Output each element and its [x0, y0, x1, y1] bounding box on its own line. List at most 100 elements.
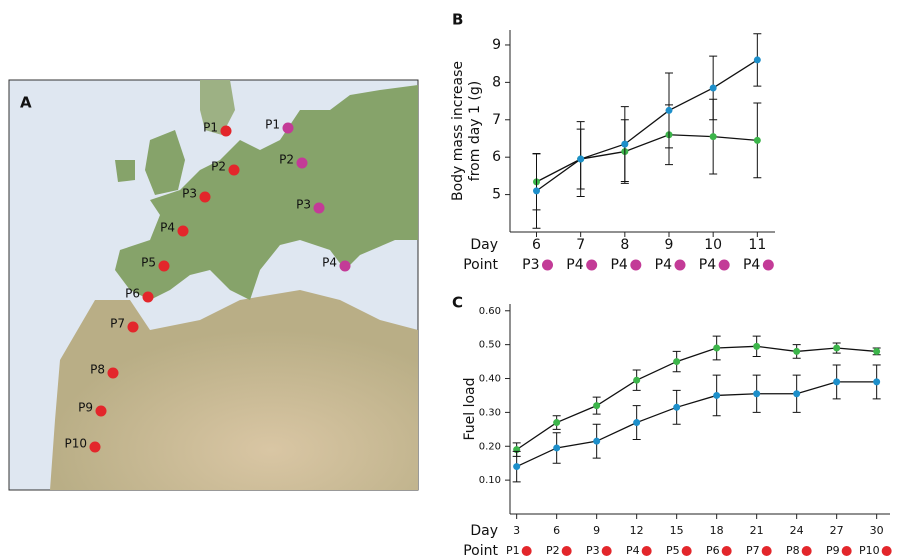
series-line [517, 382, 877, 467]
map-point-label: P4 [160, 221, 175, 235]
point-label: P4 [626, 544, 640, 557]
y-tick-label: 0.30 [479, 407, 501, 418]
data-point [833, 345, 840, 352]
map-point-label: P9 [78, 401, 93, 415]
point-dot [630, 260, 641, 271]
point-label: P10 [859, 544, 880, 557]
map-point-label: P6 [125, 287, 140, 301]
panel-label: A [20, 94, 32, 112]
y-tick-label: 0.60 [479, 306, 501, 317]
point-dot [719, 260, 730, 271]
map-point-label: P8 [90, 363, 105, 377]
map-point [314, 203, 325, 214]
point-label: P3 [522, 257, 539, 273]
y-tick-label: 0.50 [479, 340, 501, 351]
point-label: P3 [586, 544, 600, 557]
point-dot [762, 546, 772, 556]
panel-label: C [452, 294, 463, 312]
page: P1P2P3P4P5P6P7P8P9P10P1P2P3P4 A B56789Bo… [0, 0, 898, 559]
point-label: P9 [826, 544, 840, 557]
map-point-label: P10 [64, 437, 87, 451]
map: P1P2P3P4P5P6P7P8P9P10P1P2P3P4 A [9, 80, 418, 490]
map-point [178, 226, 189, 237]
x-tick-label: 11 [748, 237, 766, 253]
x-tick-label: 6 [532, 237, 541, 253]
panel-label: B [452, 11, 463, 29]
map-point [283, 123, 294, 134]
point-label: P7 [746, 544, 760, 557]
y-axis-label: Body mass increase [450, 61, 466, 201]
data-point [666, 107, 673, 114]
point-label: P8 [786, 544, 800, 557]
map-point-label: P3 [296, 198, 311, 212]
data-point [673, 404, 680, 411]
data-point [621, 141, 628, 148]
data-point [553, 419, 560, 426]
x-tick-label: 7 [576, 237, 585, 253]
x-tick-label: 12 [630, 524, 644, 537]
map-point [340, 261, 351, 272]
point-dot [586, 260, 597, 271]
point-label: P5 [666, 544, 680, 557]
point-dot [562, 546, 572, 556]
x-tick-label: 9 [593, 524, 600, 537]
map-point [200, 192, 211, 203]
y-tick-label: 0.40 [479, 374, 501, 385]
map-point-label: P2 [211, 160, 226, 174]
point-dot [682, 546, 692, 556]
x-tick-label: 24 [790, 524, 804, 537]
data-point [710, 84, 717, 91]
point-label: P4 [655, 257, 672, 273]
data-point [833, 378, 840, 385]
point-label: P4 [610, 257, 627, 273]
series-line [537, 60, 758, 191]
x-tick-label: 30 [870, 524, 884, 537]
x-tick-label: 27 [830, 524, 844, 537]
map-point-label: P7 [110, 317, 125, 331]
data-point [873, 378, 880, 385]
ireland [115, 160, 135, 182]
map-point [90, 442, 101, 453]
y-tick-label: 9 [492, 37, 501, 53]
x-tick-label: 18 [710, 524, 724, 537]
map-point [108, 368, 119, 379]
y-tick-label: 0.20 [479, 441, 501, 452]
x-tick-label: 8 [620, 237, 629, 253]
data-point [713, 345, 720, 352]
x-row-label: Day [470, 237, 498, 253]
x-tick-label: 9 [665, 237, 674, 253]
map-point [221, 126, 232, 137]
data-point [633, 419, 640, 426]
point-label: P4 [566, 257, 583, 273]
data-point [793, 348, 800, 355]
africa [50, 290, 418, 490]
point-dot [642, 546, 652, 556]
x-tick-label: 15 [670, 524, 684, 537]
x-tick-label: 21 [750, 524, 764, 537]
y-tick-label: 5 [492, 187, 501, 203]
point-dot [522, 546, 532, 556]
point-dot [763, 260, 774, 271]
data-point [593, 402, 600, 409]
y-tick-label: 7 [492, 112, 501, 128]
point-label: P4 [743, 257, 760, 273]
data-point [553, 444, 560, 451]
point-label: P4 [699, 257, 716, 273]
y-tick-label: 6 [492, 149, 501, 165]
point-dot [842, 546, 852, 556]
map-point-label: P5 [141, 256, 156, 270]
data-point [673, 358, 680, 365]
x-tick-label: 10 [704, 237, 722, 253]
data-point [753, 390, 760, 397]
map-point-label: P1 [265, 118, 280, 132]
y-tick-label: 8 [492, 74, 501, 90]
map-point-label: P2 [279, 153, 294, 167]
map-point [143, 292, 154, 303]
data-point [753, 343, 760, 350]
point-dot [802, 546, 812, 556]
point-dot [602, 546, 612, 556]
data-point [754, 56, 761, 63]
data-point [713, 392, 720, 399]
map-point-label: P4 [322, 256, 337, 270]
data-point [593, 438, 600, 445]
